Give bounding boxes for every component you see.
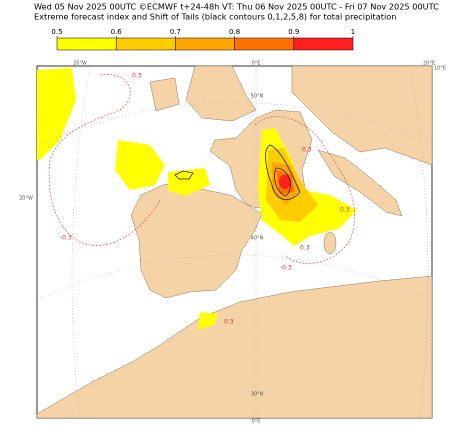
grid-label: 30°N — [251, 392, 264, 398]
sot-contour — [174, 144, 301, 200]
contour-label: 0.3 — [302, 147, 312, 154]
colorbar-label: 0.9 — [288, 28, 299, 36]
header-line: Extreme forecast index and Shift of Tail… — [34, 12, 396, 22]
colorbar-label: 0.6 — [111, 28, 123, 36]
colorbar: 0.5 0.6 0.7 0.8 0.9 1 — [51, 28, 355, 51]
colorbar-segment — [234, 37, 295, 51]
contour-label: 0.3 — [132, 73, 142, 80]
graticule — [36, 65, 433, 419]
colorbar-label: 0.7 — [170, 28, 181, 36]
contour-label: 0.3 — [340, 207, 350, 214]
contour-label: -0.3 — [60, 235, 72, 242]
colorbar-segment — [56, 37, 117, 51]
grid-label: 10°E — [434, 66, 446, 72]
grid-label: 50°N — [251, 94, 264, 100]
grid-label: 20°W — [73, 61, 87, 67]
grid-label: 0°E — [252, 419, 261, 425]
contour-label: 0.3 — [300, 245, 310, 252]
efi-contour — [48, 74, 355, 264]
grid-label: 20°W — [19, 196, 33, 202]
grid-label: 40°N — [251, 236, 264, 242]
map: 20°W 0°E 20°E 10°E 20°W 50°N 40°N 30°N 0… — [19, 61, 446, 425]
colorbar-segment — [115, 37, 176, 51]
contour-label: 0.3 — [224, 319, 234, 326]
colorbar-segment — [293, 37, 354, 51]
colorbar-label: 0.8 — [229, 28, 240, 36]
grid-label: 0°E — [252, 61, 261, 67]
contour-label: -0.3 — [280, 265, 292, 272]
colorbar-label: 0.5 — [51, 28, 62, 36]
header-line: Wed 05 Nov 2025 00UTC ©ECMWF t+24-48h VT… — [34, 2, 439, 12]
colorbar-label: 1 — [351, 28, 355, 36]
colorbar-segment — [175, 37, 235, 51]
grid-label: 20°E — [423, 61, 435, 67]
